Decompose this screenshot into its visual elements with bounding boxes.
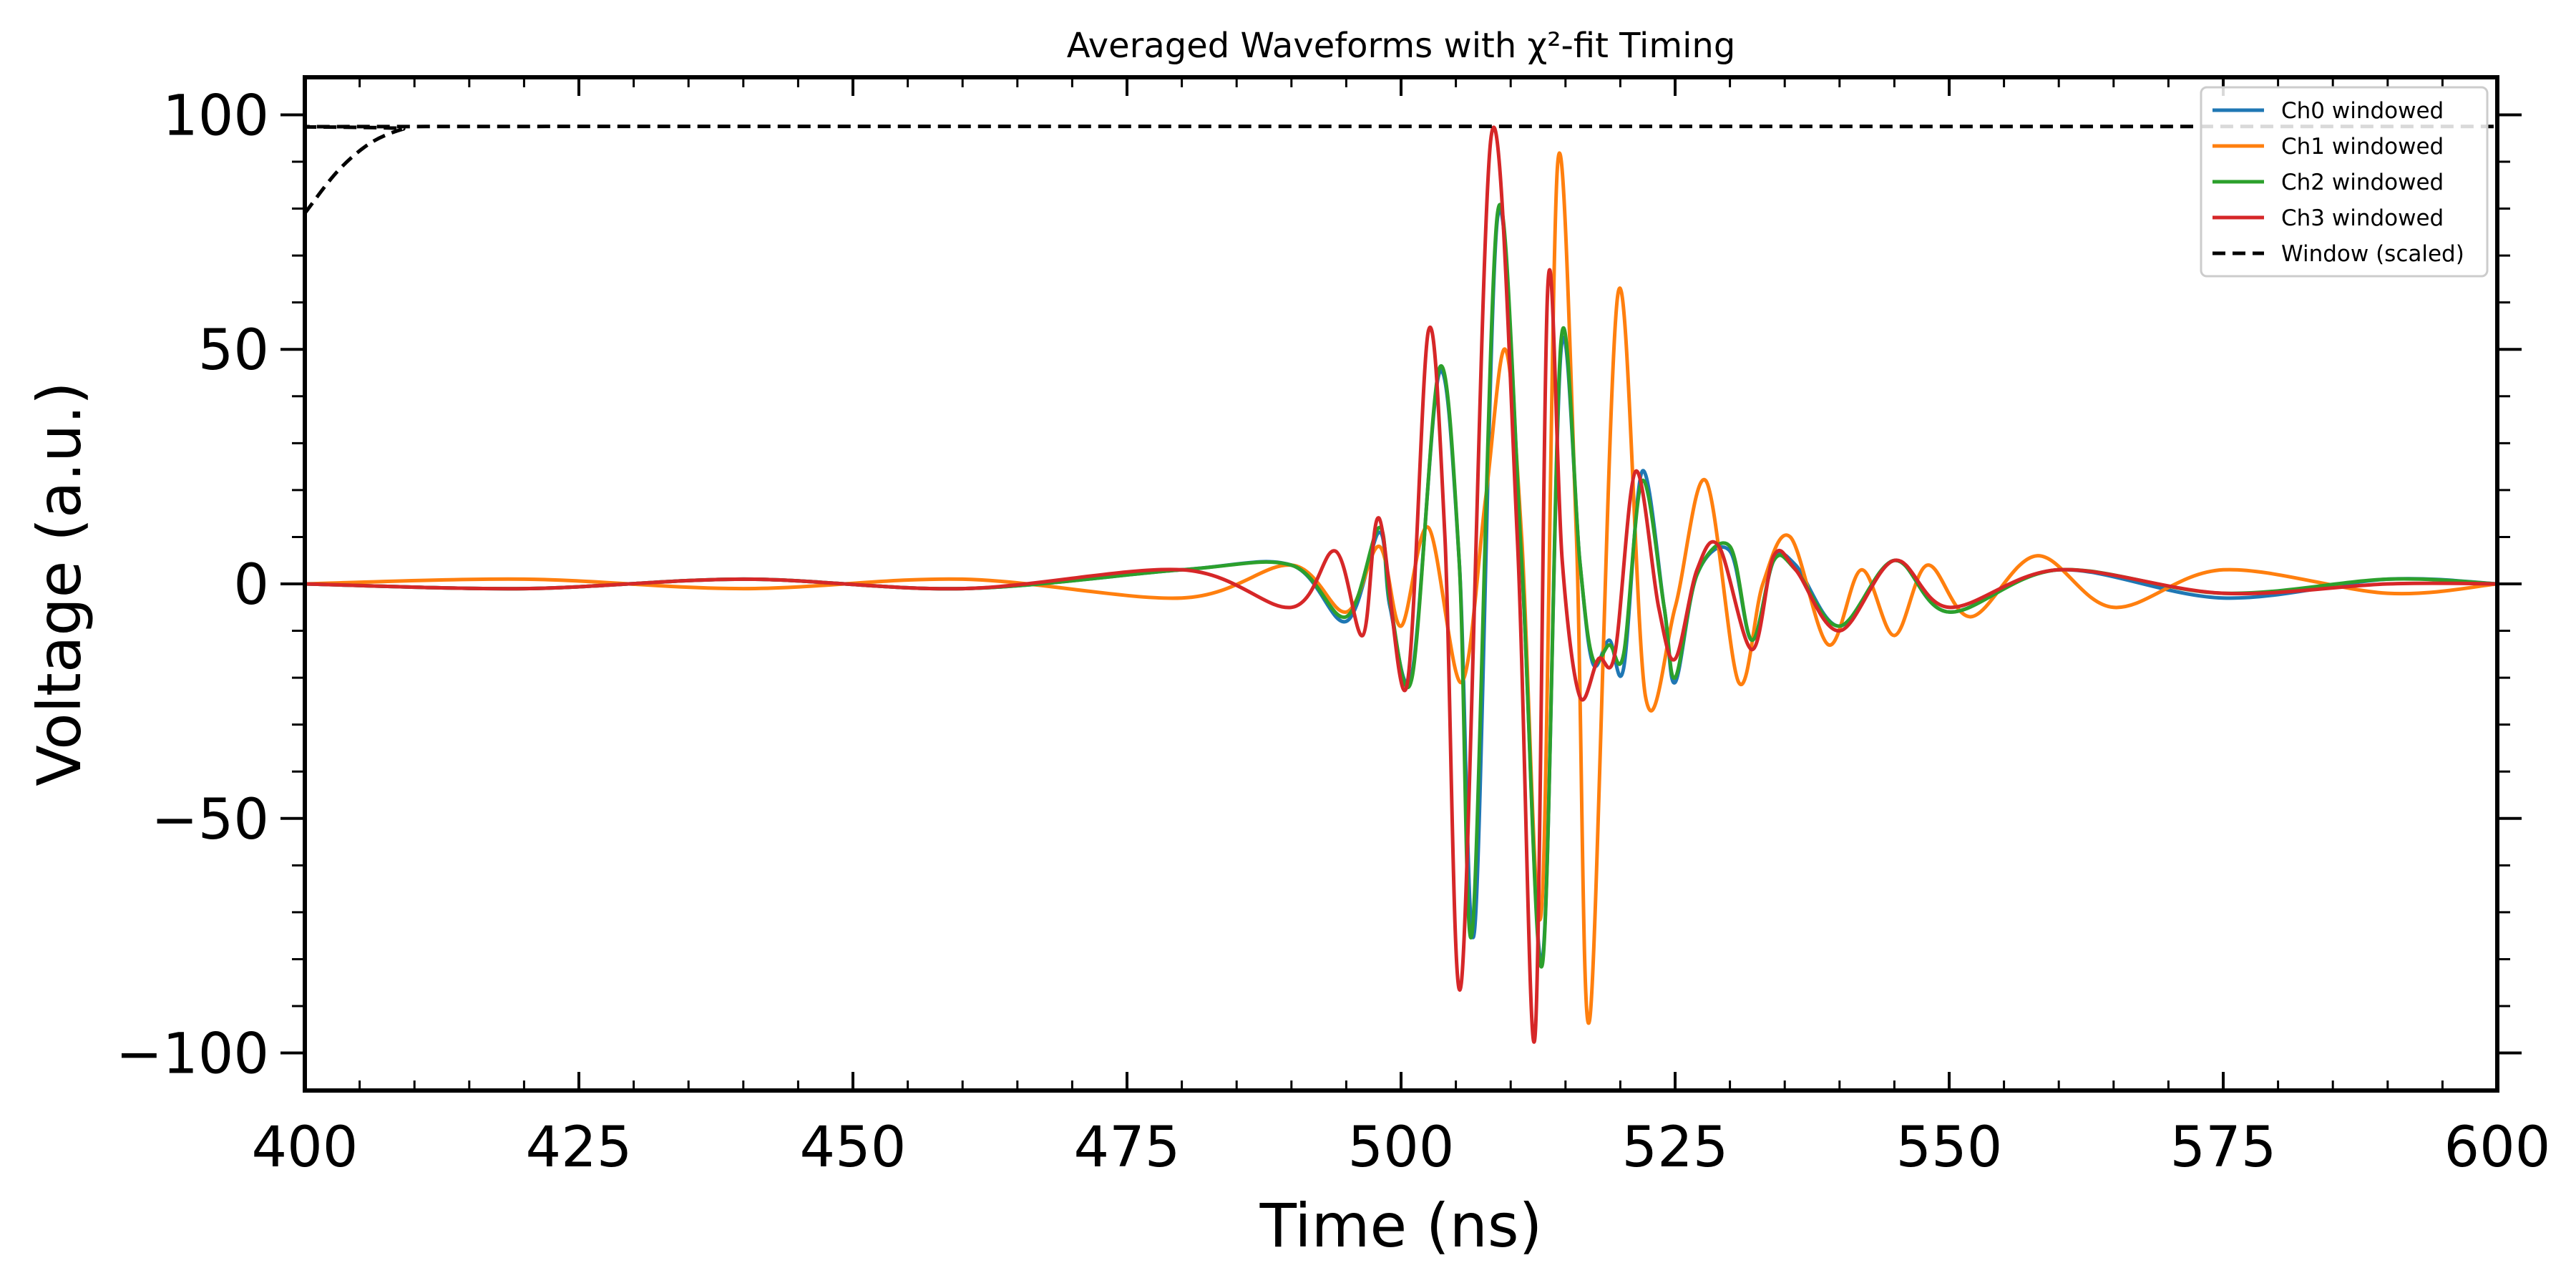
- legend-label-ch2-windowed: Ch2 windowed: [2281, 170, 2444, 195]
- series-line-window-scaled: [305, 125, 2497, 215]
- x-tick-label: 550: [1896, 1116, 2003, 1180]
- y-tick-label: 50: [198, 318, 269, 383]
- x-axis-label: Time (ns): [1259, 1191, 1543, 1261]
- x-tick-label: 450: [800, 1116, 907, 1180]
- legend-label-ch3-windowed: Ch3 windowed: [2281, 205, 2444, 231]
- legend-label-ch0-windowed: Ch0 windowed: [2281, 98, 2444, 124]
- legend: Ch0 windowed Ch1 windowed Ch2 windowed Ch3 …: [2200, 86, 2489, 278]
- legend-box: [2200, 86, 2489, 278]
- y-tick-label: −100: [116, 1023, 269, 1087]
- chart-title: Averaged Waveforms with χ²-fit Timing: [1067, 26, 1736, 66]
- x-tick-label: 425: [526, 1116, 633, 1180]
- legend-label-window-scaled: Window (scaled): [2281, 241, 2464, 267]
- x-tick-label: 500: [1348, 1116, 1455, 1180]
- y-tick-label: 0: [233, 553, 269, 618]
- legend-entries: Ch0 windowed Ch1 windowed Ch2 windowed Ch3 …: [2212, 98, 2464, 267]
- x-tick-label: 600: [2444, 1116, 2551, 1180]
- x-tick-label: 475: [1074, 1116, 1181, 1180]
- series-line-ch1-windowed: [305, 151, 2497, 1025]
- plot-frame: [303, 75, 2499, 1093]
- y-axis-label: Voltage (a.u.): [24, 381, 94, 786]
- x-tick-label: 400: [252, 1116, 358, 1180]
- x-tick-label: 525: [1622, 1116, 1729, 1180]
- y-tick-label: 100: [162, 84, 269, 148]
- series-line-ch3-windowed: [305, 125, 2497, 1044]
- x-tick-label: 575: [2170, 1116, 2277, 1180]
- series-layer: [305, 125, 2497, 1044]
- y-tick-label: −50: [151, 788, 269, 852]
- tick-labels: 400 425 450 475 500 525 550 575 600 −100 −50 0 50 100: [116, 84, 2551, 1180]
- legend-label-ch1-windowed: Ch1 windowed: [2281, 134, 2444, 160]
